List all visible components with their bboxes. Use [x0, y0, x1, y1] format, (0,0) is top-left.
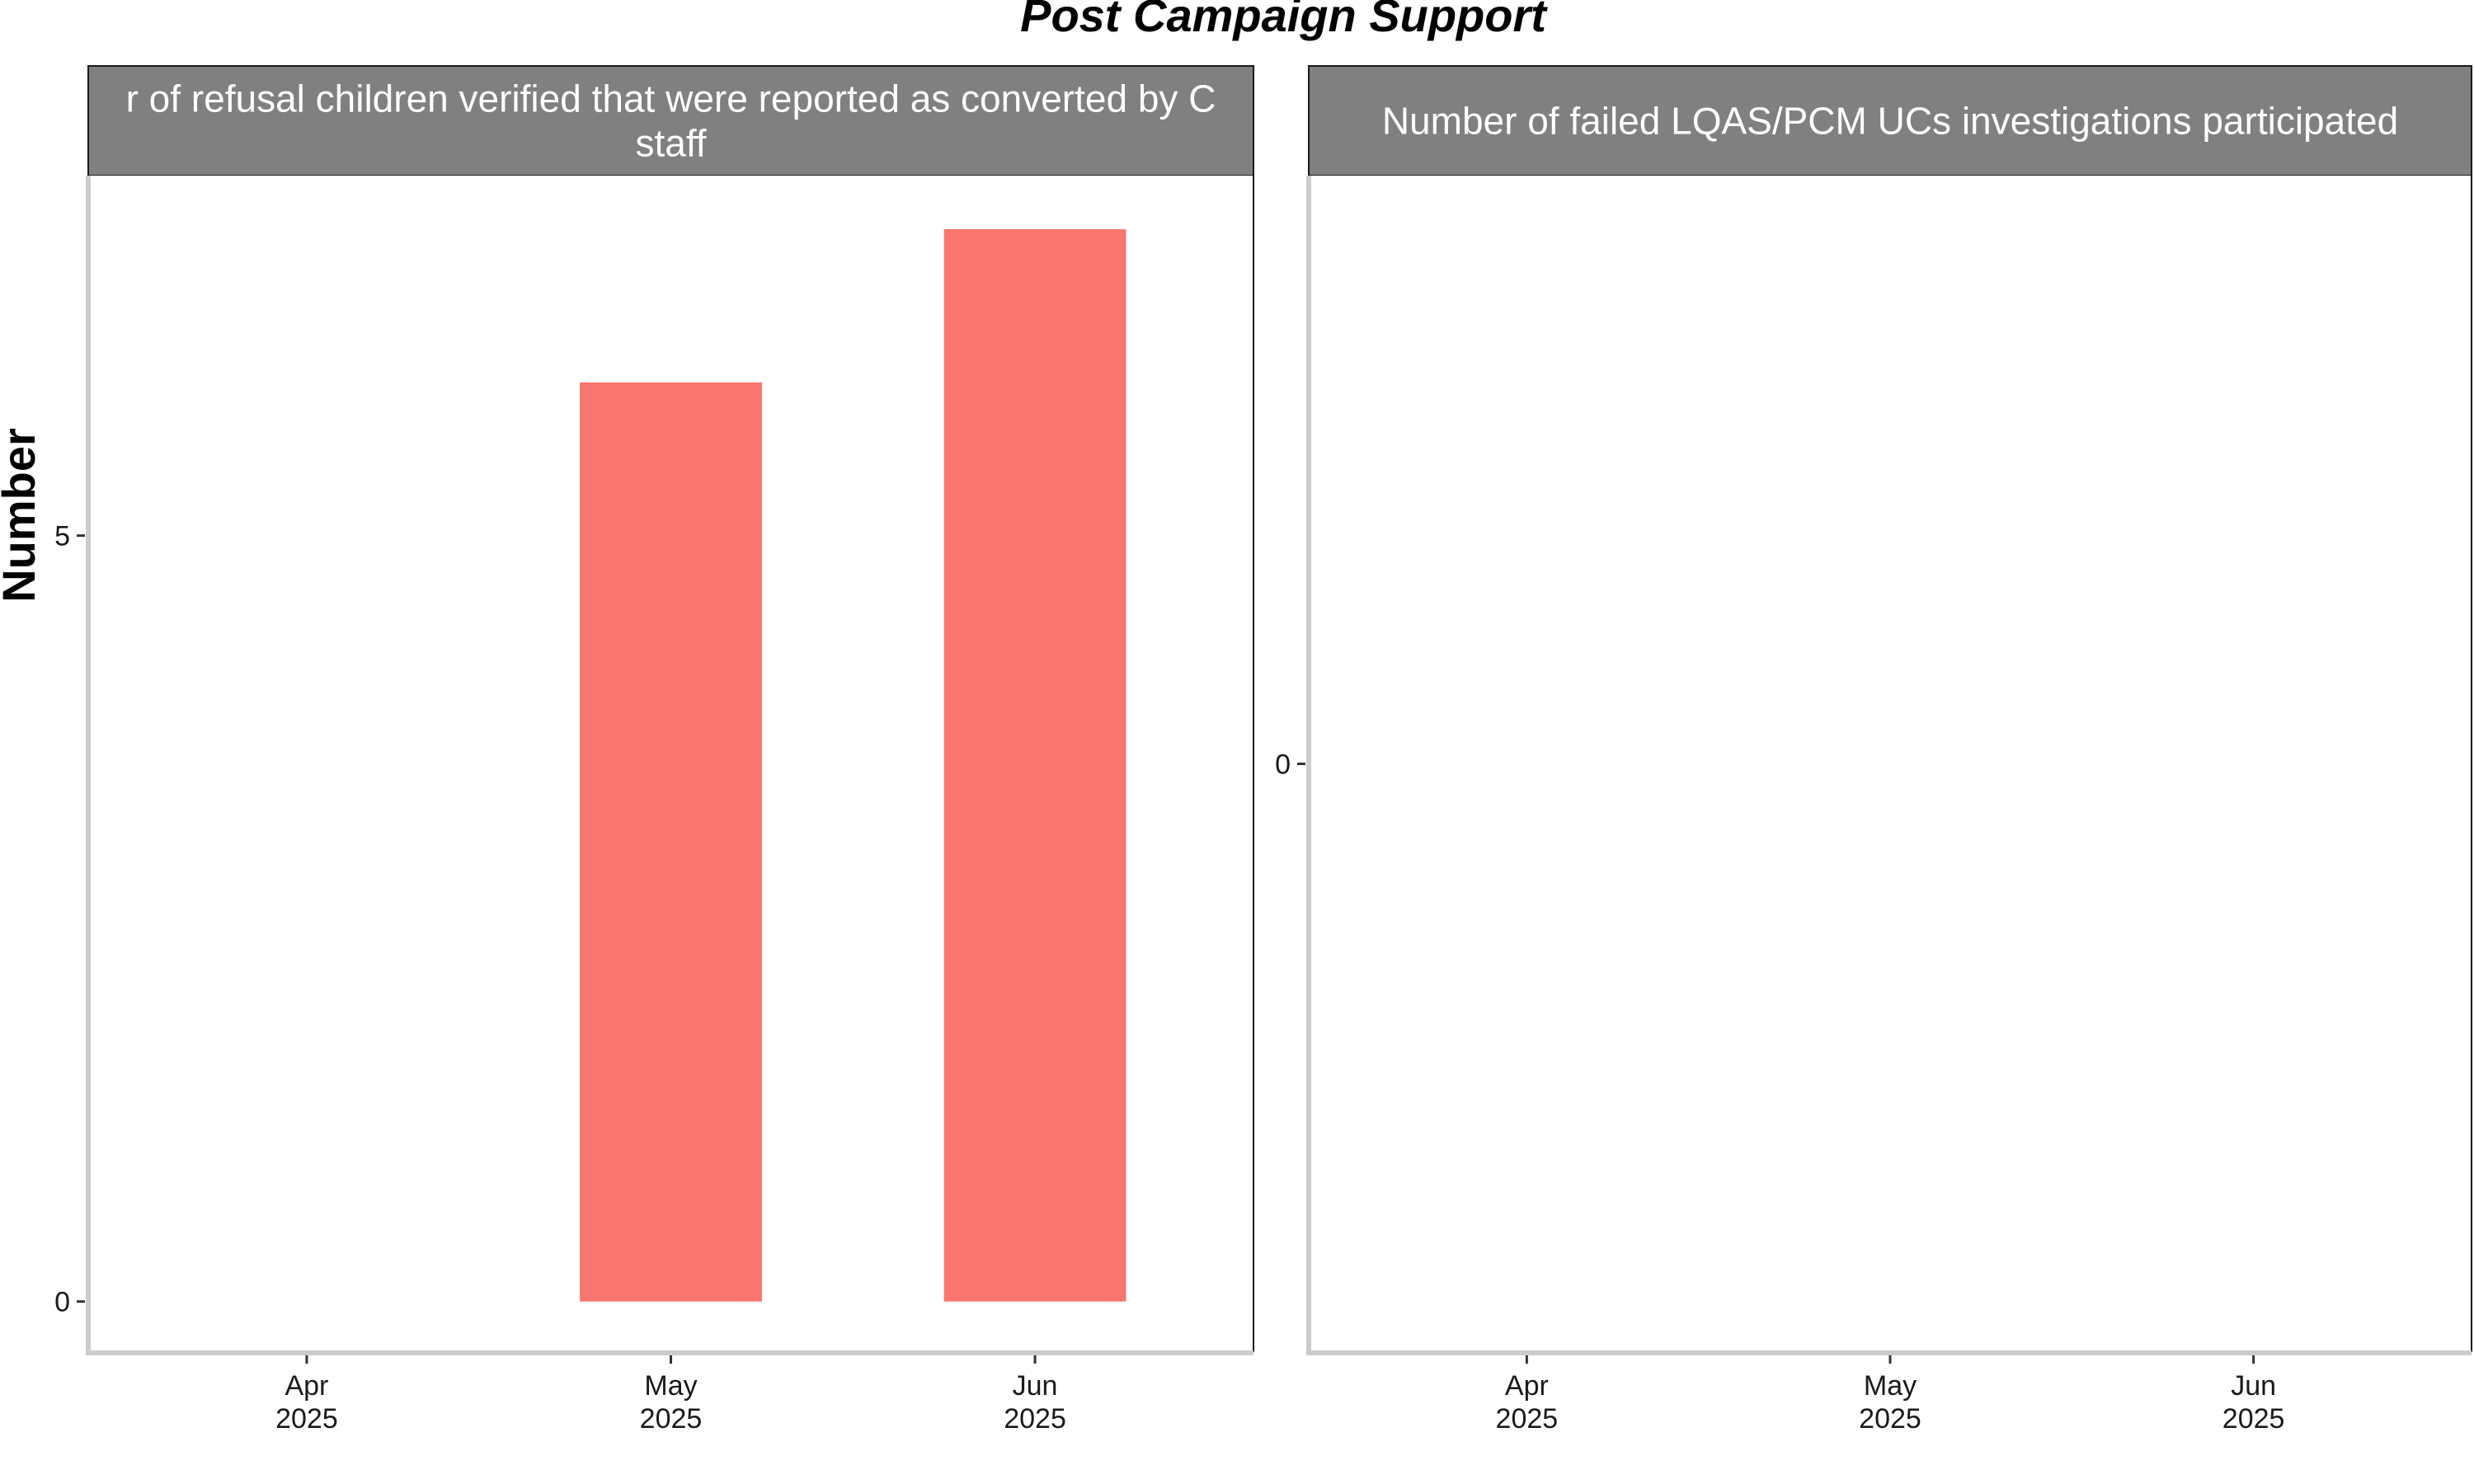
y-axis-label: Number: [0, 428, 45, 603]
x-tick-label-may-2025-line-2: 2025: [640, 1403, 703, 1435]
x-tick-label-may-2025-line-1: May: [644, 1370, 697, 1402]
panel-1: r of refusal children verified that were…: [54, 65, 1254, 1435]
panel-2: Number of failed LQAS/PCM UCs investigat…: [1275, 65, 2472, 1435]
x-tick-label-apr-2025-line-1: Apr: [285, 1370, 328, 1402]
panel-1-strip-label: r of refusal children verified that were…: [126, 77, 1216, 165]
x-tick-label-jun-2025-line-1: Jun: [1013, 1370, 1058, 1402]
x-tick-label-jun-2025-line-1: Jun: [2231, 1370, 2276, 1402]
panel-1-strip: [87, 65, 1254, 176]
y-tick-label-5: 5: [54, 521, 70, 552]
panel-1-strip-label-line-1: r of refusal children verified that were…: [126, 77, 1216, 120]
bar-may-2025: [580, 382, 762, 1302]
panel-2-strip-label-line-1: Number of failed LQAS/PCM UCs investigat…: [1382, 100, 2398, 143]
panel-1-strip-label-line-2: staff: [635, 122, 706, 165]
chart-panels: r of refusal children verified that were…: [54, 65, 2472, 1435]
x-tick-label-may-2025-line-2: 2025: [1859, 1403, 1921, 1435]
panel-2-strip: [1308, 65, 2472, 176]
panel-2-strip-label: Number of failed LQAS/PCM UCs investigat…: [1382, 100, 2398, 143]
bar-jun-2025: [943, 229, 1126, 1302]
x-tick-label-may-2025-line-1: May: [1864, 1370, 1917, 1402]
x-tick-label-jun-2025-line-2: 2025: [2222, 1403, 2285, 1435]
chart-title: Post Campaign Support: [1020, 0, 1548, 41]
y-tick-label-0: 0: [54, 1287, 70, 1318]
y-tick-label-0: 0: [1275, 749, 1291, 781]
panel-2-plot-area: [1309, 176, 2472, 1352]
x-tick-label-apr-2025-line-1: Apr: [1505, 1370, 1549, 1402]
x-tick-label-apr-2025-line-2: 2025: [1496, 1403, 1559, 1435]
x-tick-label-jun-2025-line-2: 2025: [1004, 1403, 1066, 1435]
x-tick-label-apr-2025-line-2: 2025: [275, 1403, 338, 1435]
